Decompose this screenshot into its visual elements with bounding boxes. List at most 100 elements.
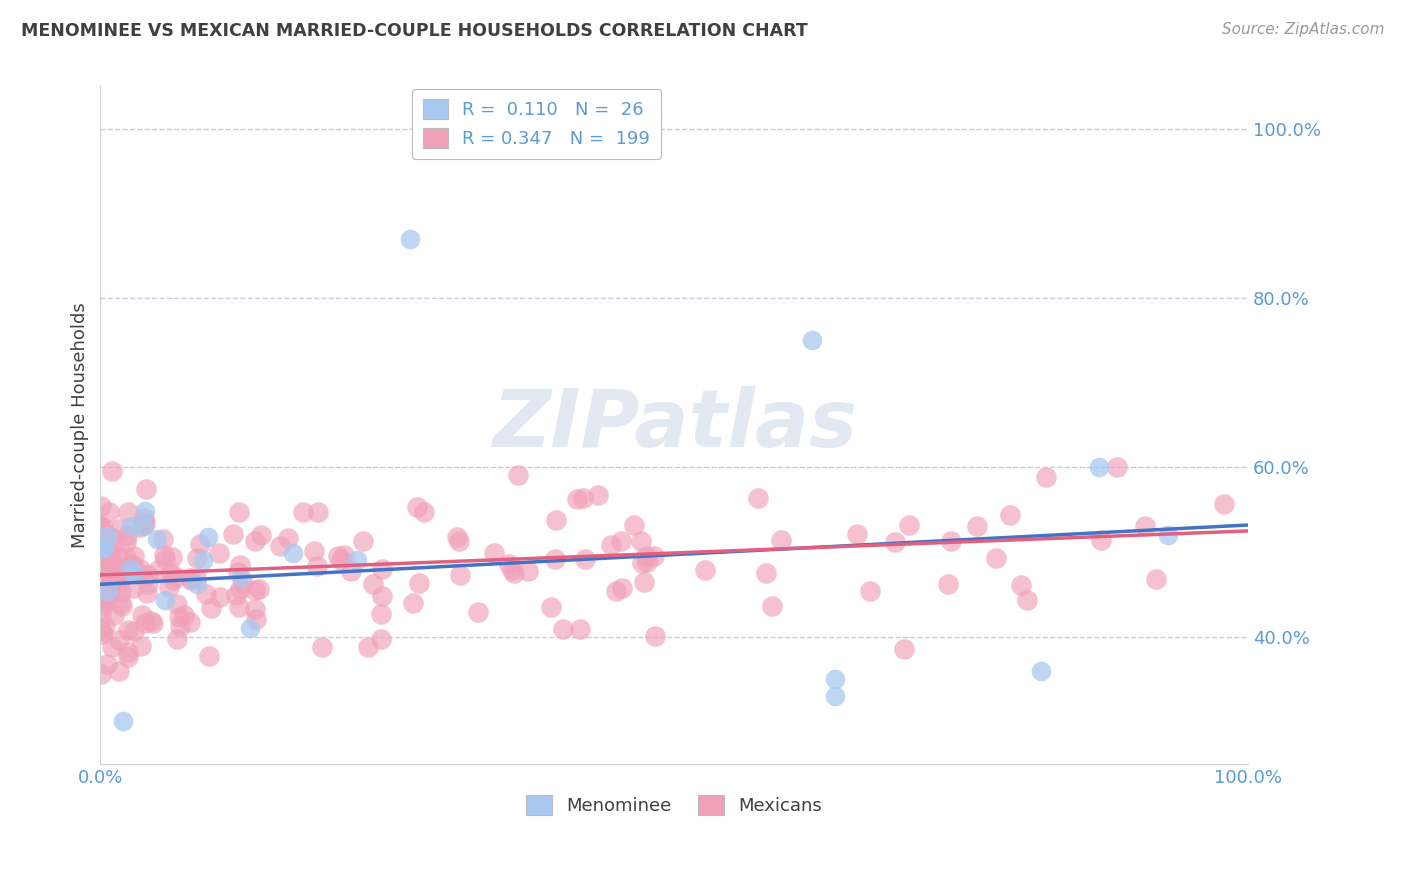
Point — [131, 608, 153, 623]
Point — [769, 533, 792, 548]
Point — [98, 548, 121, 562]
Point — [1035, 470, 1057, 484]
Point — [117, 649, 139, 664]
Point — [966, 518, 988, 533]
Point — [636, 555, 658, 569]
Point — [179, 571, 201, 585]
Point — [90, 558, 112, 573]
Point — [399, 232, 422, 246]
Point — [370, 607, 392, 621]
Point — [121, 581, 143, 595]
Point — [139, 615, 162, 629]
Point — [162, 549, 184, 564]
Point — [146, 532, 169, 546]
Point — [231, 569, 253, 583]
Point — [197, 530, 219, 544]
Point — [198, 649, 221, 664]
Point — [544, 513, 567, 527]
Point — [89, 623, 111, 637]
Point — [108, 632, 131, 647]
Point — [984, 550, 1007, 565]
Point — [108, 665, 131, 679]
Point — [135, 483, 157, 497]
Point — [291, 505, 314, 519]
Point — [96, 593, 118, 607]
Point — [941, 534, 963, 549]
Point — [134, 516, 156, 530]
Point — [110, 596, 132, 610]
Point — [103, 607, 125, 622]
Point — [90, 575, 112, 590]
Point — [110, 563, 132, 577]
Point — [179, 615, 201, 630]
Point — [229, 558, 252, 572]
Point — [148, 563, 170, 577]
Point — [155, 552, 177, 566]
Point — [551, 622, 574, 636]
Point — [134, 504, 156, 518]
Point — [117, 645, 139, 659]
Y-axis label: Married-couple Households: Married-couple Households — [72, 302, 89, 548]
Point — [89, 530, 111, 544]
Point — [162, 573, 184, 587]
Point — [136, 585, 159, 599]
Point — [153, 548, 176, 562]
Point — [610, 533, 633, 548]
Point — [761, 599, 783, 613]
Point — [100, 640, 122, 654]
Point — [357, 640, 380, 654]
Point — [311, 640, 333, 654]
Point — [1090, 533, 1112, 547]
Point — [152, 533, 174, 547]
Point — [90, 555, 112, 569]
Point — [93, 598, 115, 612]
Point — [89, 519, 111, 533]
Point — [91, 520, 114, 534]
Point — [186, 550, 208, 565]
Point — [142, 616, 165, 631]
Point — [305, 558, 328, 573]
Point — [329, 553, 352, 567]
Point — [1000, 508, 1022, 523]
Point — [408, 575, 430, 590]
Point — [107, 576, 129, 591]
Point — [89, 523, 111, 537]
Point — [307, 505, 329, 519]
Point — [208, 590, 231, 604]
Text: MENOMINEE VS MEXICAN MARRIED-COUPLE HOUSEHOLDS CORRELATION CHART: MENOMINEE VS MEXICAN MARRIED-COUPLE HOUS… — [21, 22, 808, 40]
Point — [247, 582, 270, 597]
Point — [98, 544, 121, 558]
Point — [122, 566, 145, 580]
Point — [115, 550, 138, 565]
Point — [110, 599, 132, 613]
Point — [361, 577, 384, 591]
Point — [893, 641, 915, 656]
Point — [544, 552, 567, 566]
Point — [243, 533, 266, 548]
Point — [94, 572, 117, 586]
Point — [103, 537, 125, 551]
Point — [501, 563, 523, 577]
Point — [89, 574, 111, 588]
Point — [695, 563, 717, 577]
Point — [100, 530, 122, 544]
Point — [1144, 572, 1167, 586]
Point — [180, 573, 202, 587]
Point — [482, 546, 505, 560]
Point — [124, 624, 146, 639]
Point — [405, 500, 427, 514]
Point — [232, 576, 254, 591]
Point — [225, 588, 247, 602]
Point — [93, 565, 115, 579]
Point — [169, 618, 191, 632]
Point — [90, 607, 112, 622]
Point — [96, 529, 118, 543]
Point — [91, 541, 114, 556]
Point — [98, 582, 121, 597]
Point — [1031, 664, 1053, 678]
Point — [1010, 578, 1032, 592]
Point — [229, 582, 252, 596]
Point — [134, 510, 156, 524]
Point — [115, 529, 138, 543]
Point — [755, 566, 778, 580]
